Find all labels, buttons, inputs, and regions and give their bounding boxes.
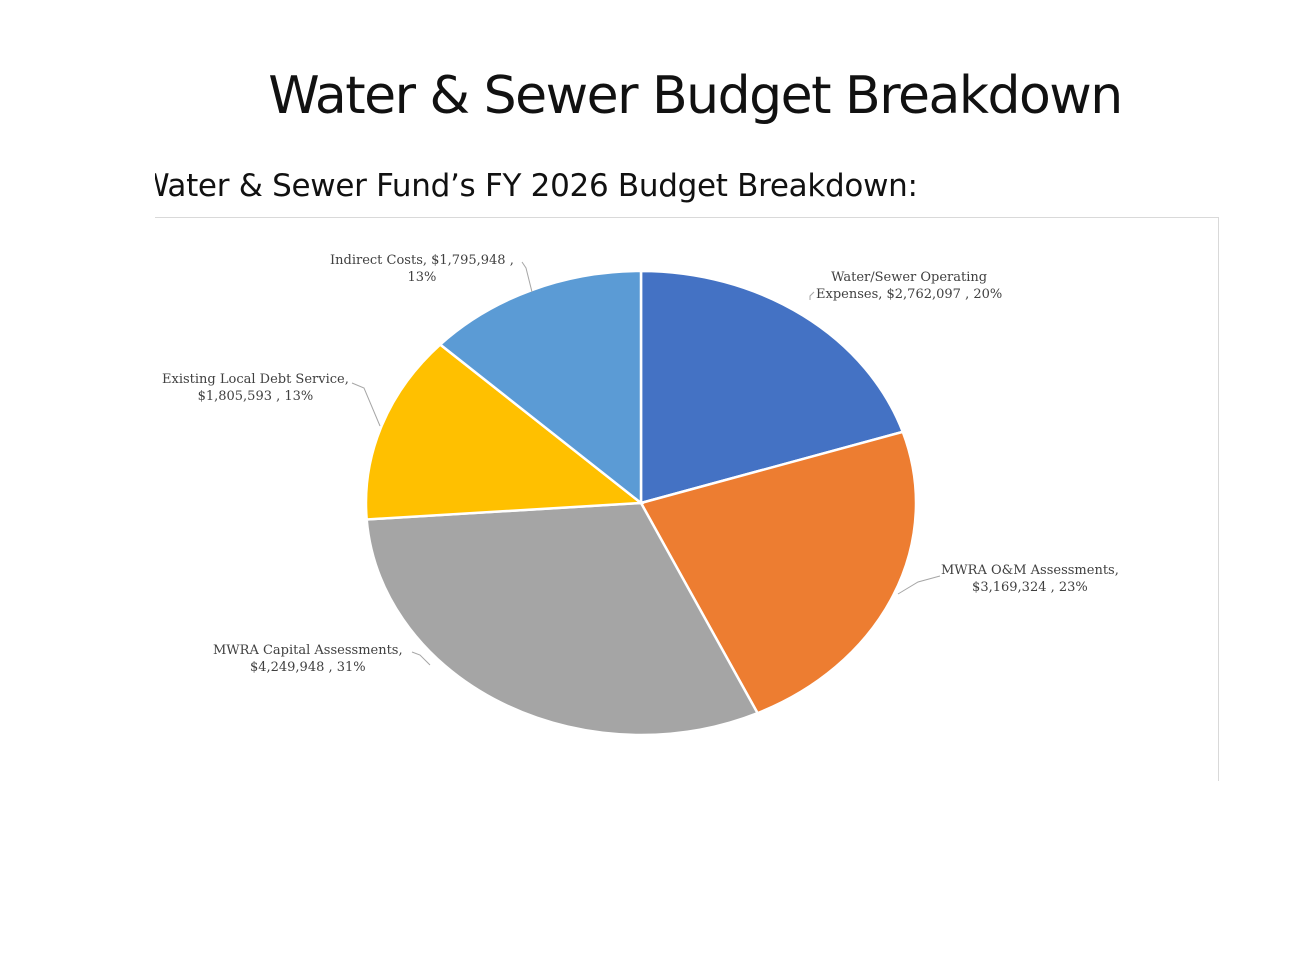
data-label-line: MWRA Capital Assessments, — [213, 643, 403, 658]
data-label-line: $3,169,324 , 23% — [972, 580, 1088, 595]
leader-line-indirect-costs — [521, 261, 533, 293]
pie-slice-capital-assessments — [365, 501, 760, 737]
pie-slice-operating-expenses — [639, 269, 905, 505]
leader-line-operating-expenses — [809, 291, 815, 300]
data-label-line: MWRA O&M Assessments, — [941, 563, 1119, 578]
chart-frame — [155, 217, 1219, 781]
data-label-line: $1,805,593 , 13% — [197, 389, 314, 404]
data-label-local-debt-service: Existing Local Debt Service, $1,805,593 ,… — [162, 371, 349, 405]
data-label-line: $4,249,948 , 31% — [249, 660, 366, 675]
pie-slice-om-assessments — [639, 430, 918, 715]
data-label-line: Indirect Costs, $1,795,948 , — [330, 253, 514, 268]
leader-line-local-debt-service — [351, 382, 381, 427]
data-label-line: Water/Sewer Operating — [831, 270, 988, 285]
leader-line-capital-assessments — [411, 651, 431, 666]
data-label-capital-assessments: MWRA Capital Assessments, $4,249,948 , 31… — [213, 642, 403, 676]
subtitle-clip: Water & Sewer Fund’s FY 2026 Budget Brea… — [155, 168, 1055, 214]
leader-line-om-assessments — [897, 575, 941, 595]
slide-title: Water & Sewer Budget Breakdown — [268, 66, 1123, 126]
pie-slice-local-debt-service — [364, 342, 645, 521]
data-label-om-assessments: MWRA O&M Assessments, $3,169,324 , 23% — [941, 562, 1119, 596]
data-label-line: Existing Local Debt Service, — [162, 372, 349, 387]
chart-subtitle: Water & Sewer Fund’s FY 2026 Budget Brea… — [155, 168, 918, 204]
data-label-line: 13% — [407, 270, 437, 285]
data-label-line: Expenses, $2,762,097 , 20% — [816, 287, 1003, 302]
data-label-operating-expenses: Water/Sewer Operating Expenses, $2,762,09… — [816, 269, 1002, 303]
data-label-indirect-costs: Indirect Costs, $1,795,948 , 13% — [330, 252, 514, 286]
